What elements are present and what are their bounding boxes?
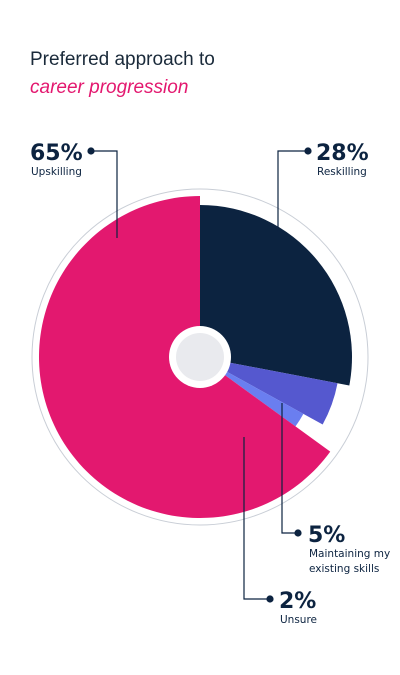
unsure-slice xyxy=(200,357,304,427)
center-hole xyxy=(176,333,224,381)
chart-title: Preferred approach to xyxy=(30,49,215,70)
reskilling-leader-line xyxy=(277,150,308,232)
upskilling-leader-line xyxy=(91,150,118,238)
leader-lines xyxy=(87,147,312,603)
outer-ring xyxy=(31,188,369,526)
maintaining-category-label-line1: Maintaining my xyxy=(309,548,390,560)
unsure-leader-line xyxy=(243,437,270,600)
reskilling-slice xyxy=(200,205,353,386)
reskilling-value-label: 28% xyxy=(316,141,369,166)
maintaining-leader-line xyxy=(281,403,298,534)
maintaining-category-label-line2: existing skills xyxy=(309,563,379,575)
unsure-category-label: Unsure xyxy=(280,614,317,626)
maintaining-slice xyxy=(200,357,338,425)
chart-subtitle: career progression xyxy=(30,77,189,98)
chart-title-block: Preferred approach to career progression xyxy=(30,47,215,103)
unsure-value-label: 2% xyxy=(279,589,316,614)
maintaining-value-label: 5% xyxy=(308,523,345,548)
reskilling-category-label: Reskilling xyxy=(317,166,367,178)
upskilling-category-label: Upskilling xyxy=(31,166,82,178)
upskilling-value-label: 65% xyxy=(30,141,83,166)
